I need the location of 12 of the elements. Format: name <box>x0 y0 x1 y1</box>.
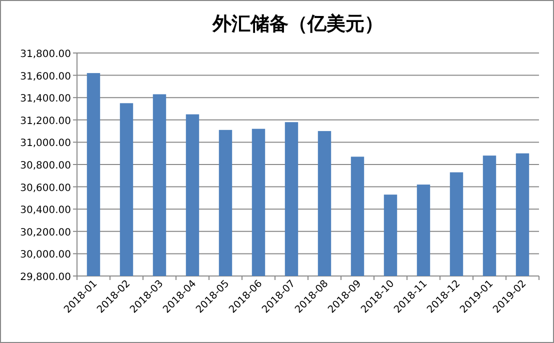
y-tick-label: 30,400.00 <box>20 205 71 216</box>
y-tick-label: 30,000.00 <box>20 250 71 261</box>
y-tick-label: 31,400.00 <box>20 94 71 105</box>
chart-title: 外汇储备（亿美元） <box>212 13 384 35</box>
y-tick-label: 31,200.00 <box>20 116 71 127</box>
y-tick-label: 31,800.00 <box>20 49 71 60</box>
y-tick-label: 31,000.00 <box>20 138 71 150</box>
y-tick-label: 30,200.00 <box>20 227 71 238</box>
y-tick-label: 31,600.00 <box>20 71 71 82</box>
y-tick-label: 30,800.00 <box>20 160 71 172</box>
y-tick-label: 29,800.00 <box>20 272 71 283</box>
y-tick-label: 30,600.00 <box>20 182 71 194</box>
